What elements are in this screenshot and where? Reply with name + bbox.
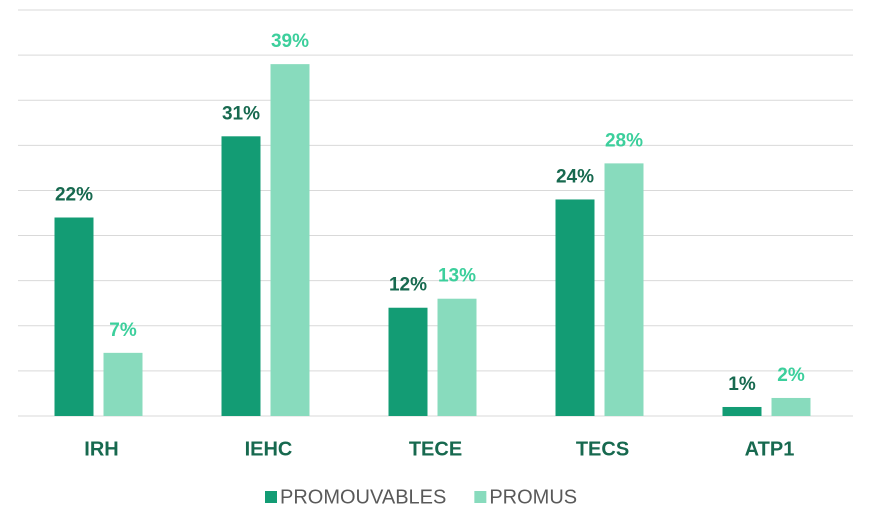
legend-swatch [265,491,277,503]
bar [103,352,143,416]
data-label: 1% [728,374,756,395]
bar [388,307,428,416]
bar [221,136,261,417]
data-label: 39% [271,31,309,52]
data-label: 12% [389,275,427,296]
data-label: 22% [55,185,93,206]
bar [604,163,644,416]
legend-label: PROMUS [489,486,577,508]
x-tick-label: ATP1 [745,438,795,460]
bar [54,217,94,416]
x-tick-label: TECE [409,438,462,460]
legend-label: PROMOUVABLES [280,486,446,508]
bar [771,397,811,416]
data-label: 2% [777,365,805,386]
x-tick-label: IEHC [245,438,293,460]
bar [555,199,595,416]
bar [722,406,762,416]
data-label: 7% [109,320,137,341]
data-label: 13% [438,266,476,287]
x-tick-label: IRH [84,438,118,460]
x-tick-label: TECS [576,438,629,460]
legend-swatch [474,491,487,503]
data-label: 24% [556,166,594,187]
bar [437,298,477,416]
bar [270,64,310,416]
data-label: 31% [222,103,260,124]
data-label: 28% [605,130,643,151]
